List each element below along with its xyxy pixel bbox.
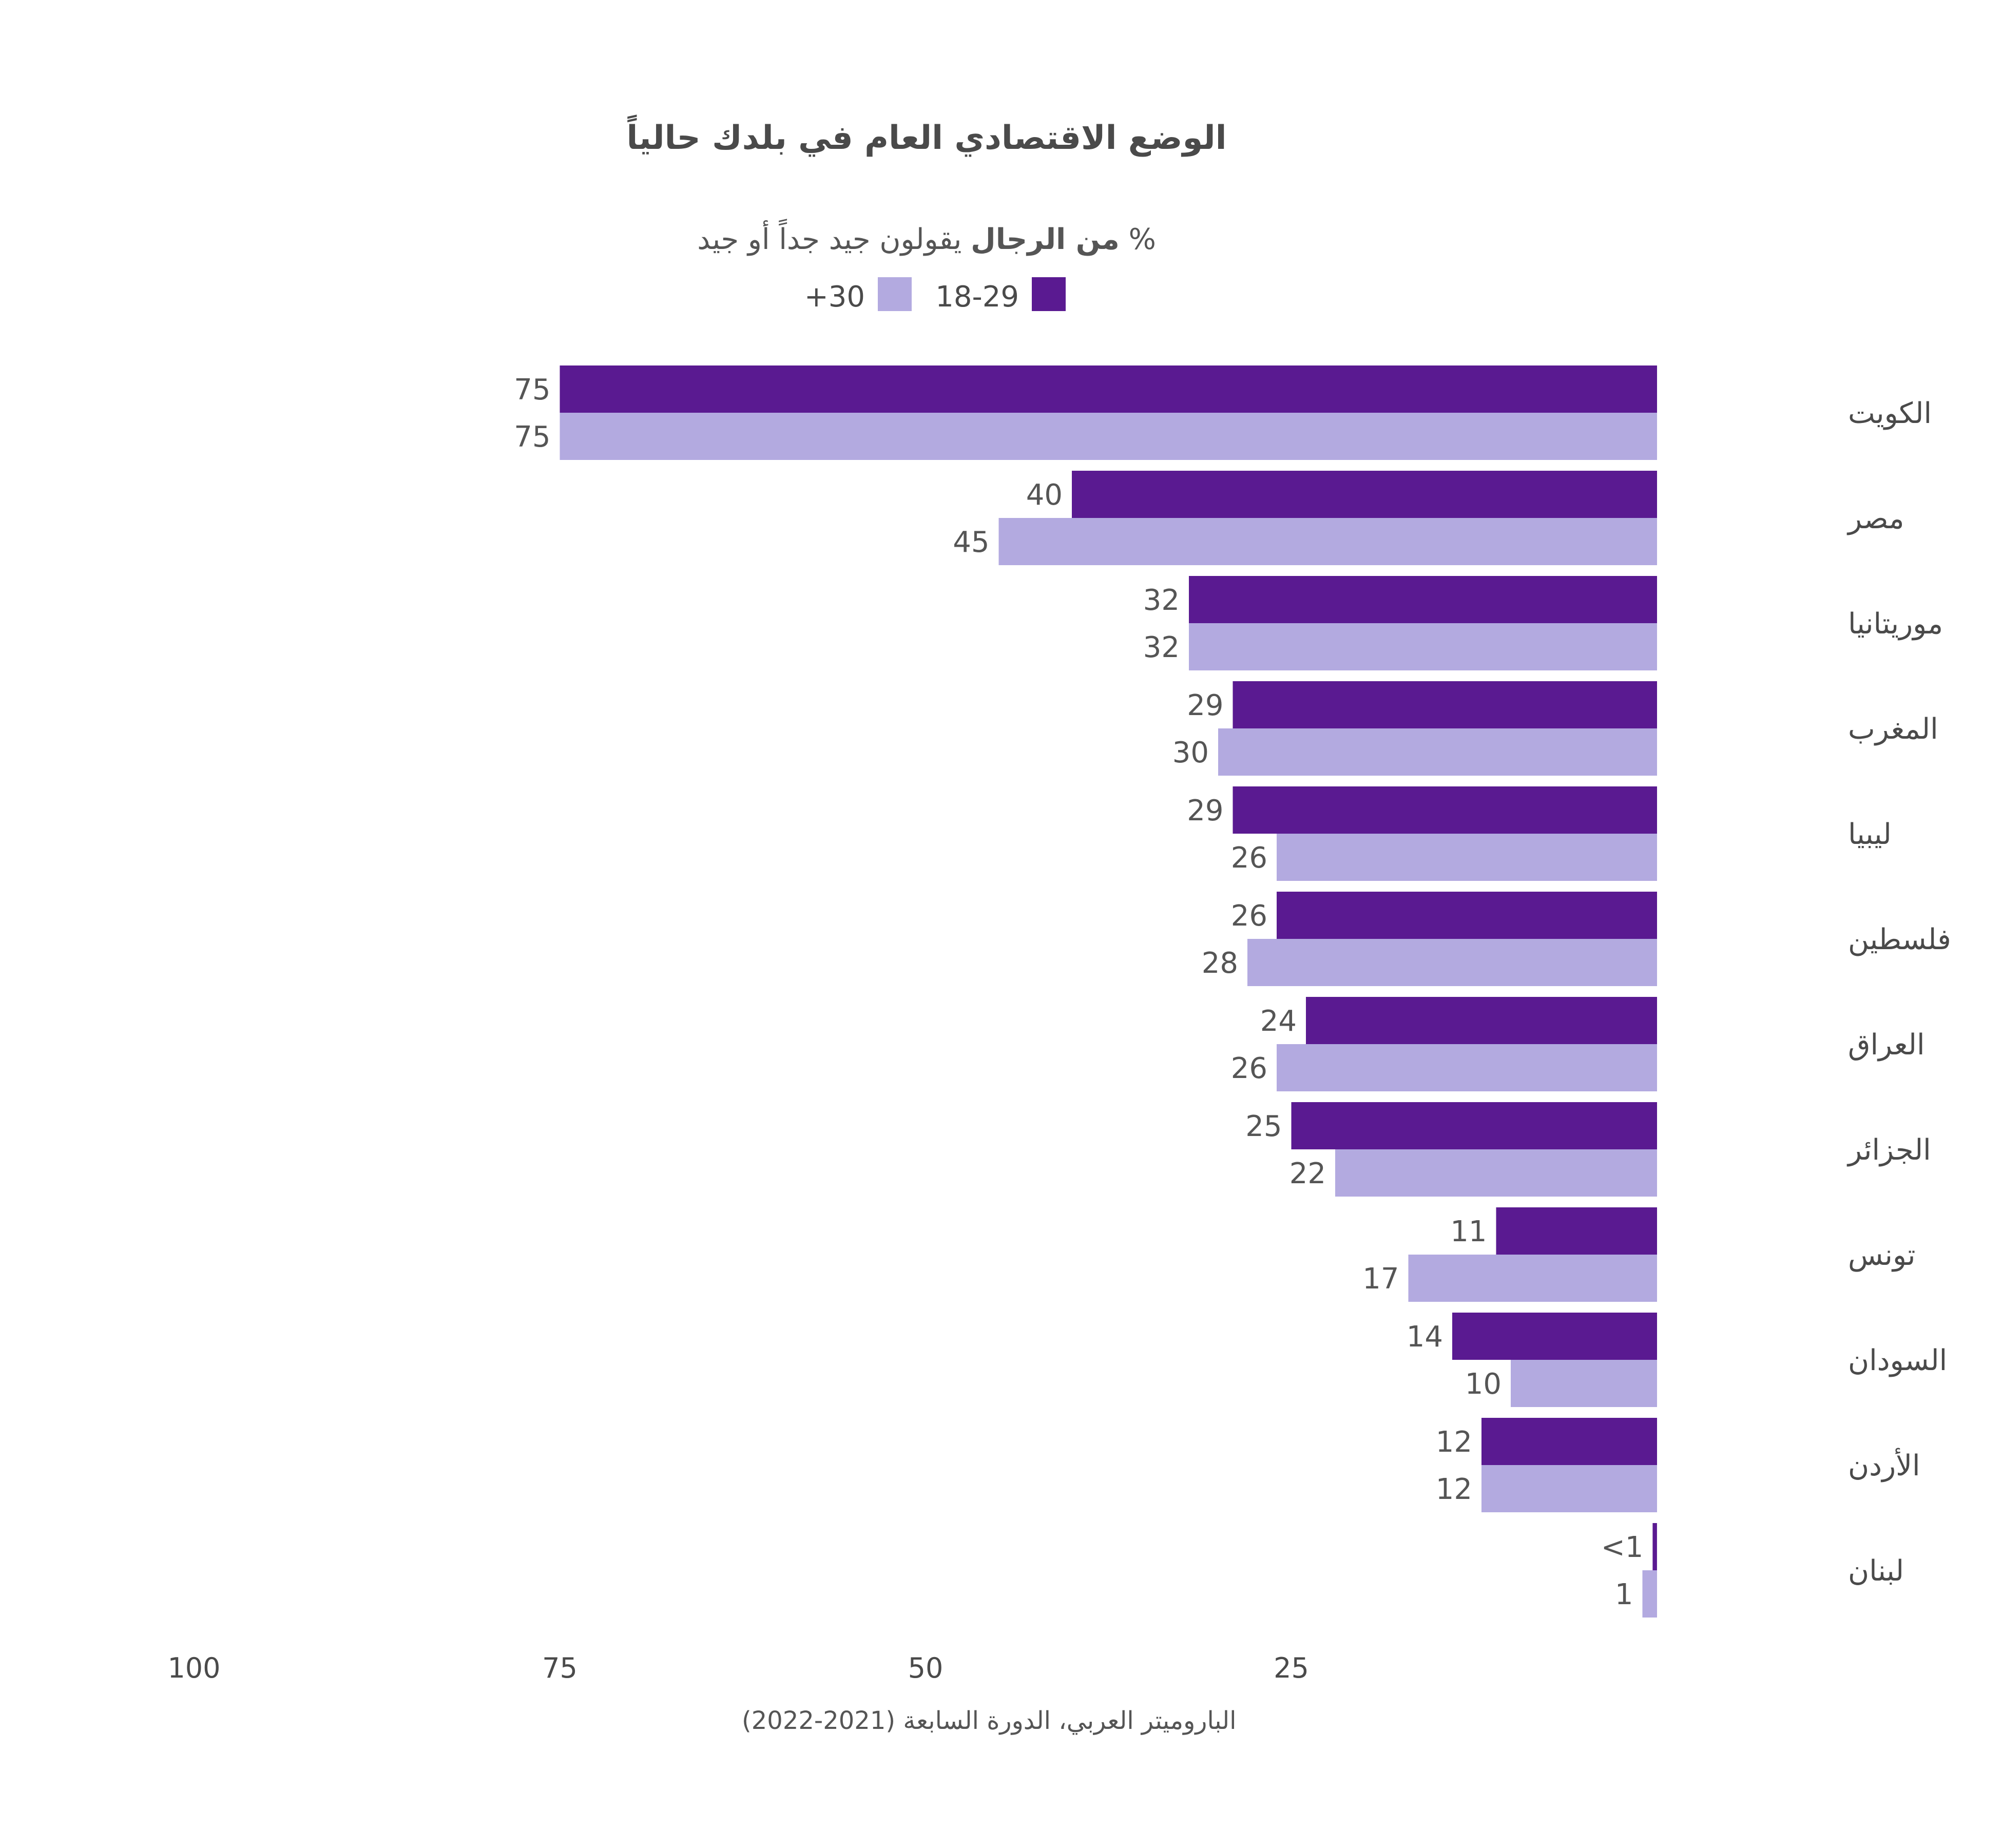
value-label-series-1: <1 bbox=[1601, 1531, 1644, 1564]
bar-series-2 bbox=[1408, 1255, 1657, 1302]
category-label: ليبيا bbox=[1848, 818, 1892, 851]
bar-series-1 bbox=[560, 365, 1657, 413]
chart-title: الوضع الاقتصادي العام في بلدك حالياً bbox=[626, 114, 1226, 157]
bar-group: <1 1 لبنان bbox=[1601, 1523, 1904, 1618]
source-note: الباروميتر العربي، الدورة السابعة (2021-… bbox=[742, 1706, 1237, 1735]
value-label-series-1: 75 bbox=[514, 373, 550, 407]
bar-group: 14 10 السودان bbox=[1407, 1313, 1947, 1407]
bar-series-2 bbox=[1511, 1360, 1657, 1407]
category-label: العراق bbox=[1848, 1028, 1925, 1062]
value-label-series-1: 25 bbox=[1245, 1110, 1282, 1143]
category-label: الجزائر bbox=[1846, 1133, 1931, 1167]
bar-series-1 bbox=[1291, 1102, 1657, 1149]
value-label-series-2: 28 bbox=[1202, 947, 1238, 980]
bar-series-1 bbox=[1481, 1418, 1657, 1465]
bar-series-2 bbox=[1642, 1570, 1657, 1618]
x-tick-label: 25 bbox=[1274, 1652, 1309, 1684]
category-label: تونس bbox=[1848, 1239, 1916, 1272]
bar-group: 75 75 الكويت bbox=[514, 365, 1932, 460]
category-label: موريتانيا bbox=[1848, 607, 1943, 641]
value-label-series-2: 26 bbox=[1231, 1052, 1267, 1085]
bar-series-2 bbox=[1277, 834, 1657, 881]
bar-series-2 bbox=[560, 413, 1657, 460]
bar-series-2 bbox=[1335, 1149, 1657, 1197]
category-label: مصر bbox=[1846, 502, 1904, 535]
bar-group: 26 28 فلسطين bbox=[1202, 892, 1951, 986]
value-label-series-2: 75 bbox=[514, 420, 550, 454]
subtitle-rest: يقولون جيد جداً أو جيد bbox=[697, 219, 971, 256]
value-label-series-1: 29 bbox=[1187, 689, 1223, 722]
bar-series-1 bbox=[1306, 997, 1657, 1044]
bar-group: 11 17 تونس bbox=[1362, 1207, 1916, 1302]
legend: 18-29 +30 bbox=[804, 277, 1066, 314]
value-label-series-2: 22 bbox=[1289, 1157, 1326, 1190]
value-label-series-2: 12 bbox=[1436, 1473, 1472, 1506]
value-label-series-2: 26 bbox=[1231, 841, 1267, 875]
bar-group: 12 12 الأردن bbox=[1436, 1418, 1920, 1512]
bar-series-1 bbox=[1233, 681, 1657, 728]
value-label-series-1: 11 bbox=[1450, 1215, 1487, 1248]
plot-area: 75 75 الكويت 40 45 مصر 32 32 موريتانيا 29 30 المغرب… bbox=[514, 365, 1951, 1618]
category-label: الكويت bbox=[1848, 397, 1932, 430]
value-label-series-2: 10 bbox=[1465, 1368, 1502, 1401]
bar-series-2 bbox=[1247, 939, 1657, 986]
bar-series-2 bbox=[998, 518, 1657, 565]
x-tick-label: 75 bbox=[542, 1652, 578, 1684]
bar-group: 24 26 العراق bbox=[1231, 997, 1925, 1091]
value-label-series-2: 17 bbox=[1362, 1262, 1399, 1296]
legend-label-series-1: 18-29 bbox=[935, 280, 1019, 314]
chart-subtitle: % من الرجال يقولون جيد جداً أو جيد bbox=[697, 219, 1156, 256]
legend-swatch-series-1 bbox=[1032, 277, 1066, 311]
value-label-series-1: 40 bbox=[1026, 478, 1063, 512]
legend-swatch-series-2 bbox=[878, 277, 912, 311]
value-label-series-1: 26 bbox=[1231, 899, 1267, 933]
bar-series-1 bbox=[1233, 786, 1657, 834]
category-label: لبنان bbox=[1848, 1554, 1904, 1588]
x-axis: 100 75 50 25 bbox=[167, 1652, 1308, 1684]
value-label-series-1: 14 bbox=[1407, 1320, 1443, 1354]
value-label-series-2: 32 bbox=[1143, 631, 1180, 664]
legend-label-series-2: +30 bbox=[804, 280, 865, 314]
value-label-series-2: 45 bbox=[953, 526, 989, 559]
subtitle-bold: من الرجال bbox=[971, 223, 1120, 256]
value-label-series-1: 29 bbox=[1187, 794, 1223, 827]
subtitle-prefix: % bbox=[1120, 223, 1156, 256]
value-label-series-2: 1 bbox=[1615, 1578, 1633, 1611]
value-label-series-2: 30 bbox=[1172, 736, 1209, 769]
bar-series-2 bbox=[1277, 1044, 1657, 1091]
bar-series-1 bbox=[1452, 1313, 1657, 1360]
bar-group: 29 30 المغرب bbox=[1172, 681, 1938, 776]
bar-group: 40 45 مصر bbox=[953, 471, 1904, 565]
category-label: السودان bbox=[1848, 1344, 1947, 1377]
bar-series-1 bbox=[1652, 1523, 1657, 1570]
x-tick-label: 100 bbox=[167, 1652, 220, 1684]
bar-series-1 bbox=[1277, 892, 1657, 939]
bar-series-2 bbox=[1481, 1465, 1657, 1512]
category-label: الأردن bbox=[1848, 1448, 1920, 1483]
category-label: المغرب bbox=[1848, 713, 1938, 746]
x-tick-label: 50 bbox=[908, 1652, 944, 1684]
bar-series-1 bbox=[1189, 576, 1657, 623]
bar-series-1 bbox=[1072, 471, 1657, 518]
category-label: فلسطين bbox=[1848, 923, 1951, 956]
value-label-series-1: 24 bbox=[1260, 1005, 1297, 1038]
value-label-series-1: 12 bbox=[1436, 1426, 1472, 1459]
value-label-series-1: 32 bbox=[1143, 584, 1180, 617]
bar-group: 32 32 موريتانيا bbox=[1143, 576, 1943, 670]
bar-series-2 bbox=[1189, 623, 1657, 670]
bar-series-1 bbox=[1496, 1207, 1657, 1255]
bar-series-2 bbox=[1218, 728, 1657, 776]
